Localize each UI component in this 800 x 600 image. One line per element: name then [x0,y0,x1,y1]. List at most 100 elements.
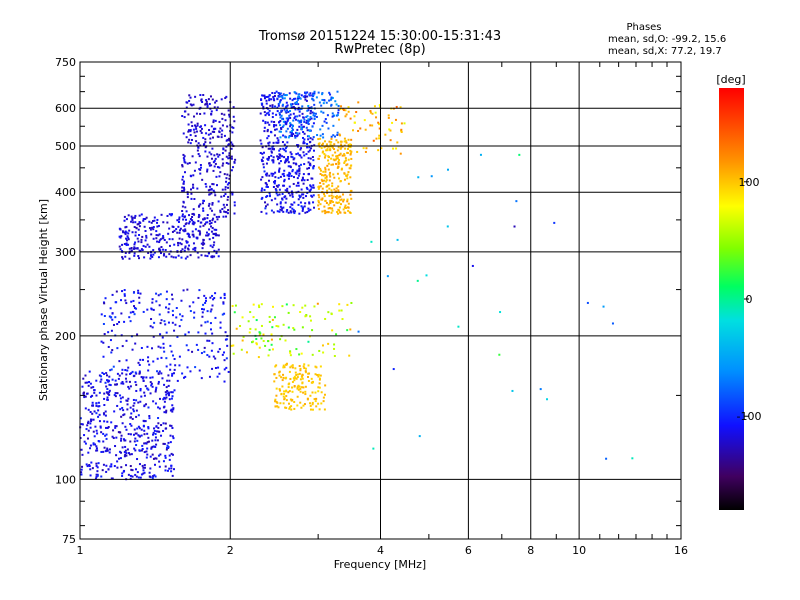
scatter-point [184,228,187,231]
scatter-point [147,406,150,409]
scatter-point [331,185,334,188]
scatter-point [174,256,177,259]
scatter-point [101,469,104,472]
scatter-point [114,379,117,382]
scatter-point [201,247,204,250]
scatter-point [334,151,337,154]
scatter-point [135,475,138,478]
scatter-point [121,474,124,477]
scatter-point [283,390,286,393]
scatter-point [88,465,91,468]
scatter-point [278,388,281,391]
scatter-point [287,161,290,164]
scatter-point [220,112,223,115]
scatter-point [346,198,349,201]
scatter-point [214,292,217,295]
scatter-point [107,426,110,429]
scatter-point [196,149,199,152]
scatter-point [586,301,589,304]
scatter-point [301,136,304,139]
scatter-point [395,105,398,108]
scatter-point [348,211,351,214]
scatter-point [123,294,126,297]
scatter-point [210,153,213,156]
scatter-point [296,376,299,379]
scatter-point [167,307,170,310]
scatter-point [152,431,155,434]
scatter-point [139,400,142,403]
scatter-point [297,144,300,147]
scatter-point [105,372,108,375]
scatter-point [174,364,177,367]
scatter-point [151,439,154,442]
scatter-point [164,248,167,251]
scatter-point [213,106,216,109]
scatter-point [268,98,271,101]
scatter-point [319,203,322,206]
scatter-point [249,311,252,314]
scatter-point [125,218,128,221]
scatter-point [227,109,230,112]
scatter-point [279,402,282,405]
scatter-point [306,122,309,125]
scatter-point [289,113,292,116]
scatter-point [271,104,274,107]
scatter-point [83,440,86,443]
scatter-point [330,96,333,99]
scatter-point [280,392,283,395]
scatter-point [311,401,314,404]
scatter-point [152,457,155,460]
scatter-point [224,119,227,122]
scatter-point [162,221,165,224]
scatter-point [166,392,169,395]
scatter-point [125,237,128,240]
scatter-point [324,118,327,121]
scatter-point [311,97,314,100]
scatter-point [218,215,221,218]
scatter-point [176,219,179,222]
scatter-point [123,289,126,292]
scatter-point [280,376,283,379]
scatter-point [342,109,345,112]
scatter-point [308,201,311,204]
scatter-point [109,339,112,342]
scatter-point [268,99,271,102]
scatter-point [210,308,213,311]
scatter-point [328,140,331,143]
scatter-point [195,127,198,130]
scatter-point [290,155,293,158]
scatter-point [135,372,138,375]
scatter-point [97,401,100,404]
scatter-point [338,118,341,121]
scatter-point [304,96,307,99]
scatter-point [346,163,349,166]
scatter-point [206,170,209,173]
y-tick-label: 200 [55,330,76,343]
scatter-point [137,222,140,225]
scatter-point [286,174,289,177]
scatter-point [261,176,264,179]
scatter-point [403,122,406,125]
scatter-point [264,122,267,125]
scatter-point [192,212,195,215]
scatter-point [95,447,98,450]
scatter-point [211,246,214,249]
scatter-point [189,310,192,313]
scatter-point [279,208,282,211]
scatter-point [111,293,114,296]
scatter-point [187,222,190,225]
scatter-point [255,319,258,322]
scatter-point [147,360,150,363]
scatter-point [97,409,100,412]
scatter-point [120,312,123,315]
scatter-point [260,197,263,200]
scatter-point [151,453,154,456]
scatter-point [191,155,194,158]
scatter-point [202,224,205,227]
colorbar [719,88,744,510]
scatter-point [142,425,145,428]
scatter-point [205,234,208,237]
scatter-point [284,406,287,409]
scatter-point [106,388,109,391]
scatter-point [168,303,171,306]
